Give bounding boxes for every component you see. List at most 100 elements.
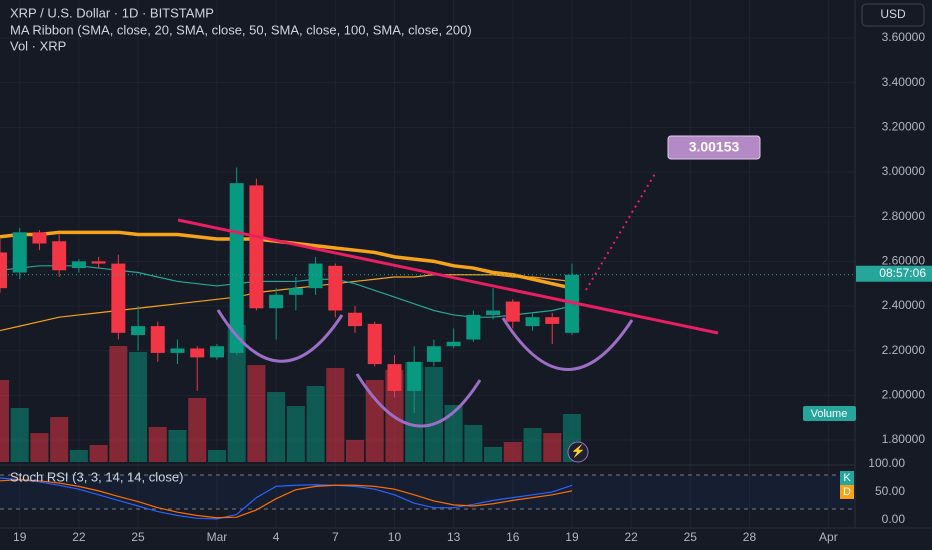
volume-bar: [306, 386, 325, 462]
candle-body: [190, 348, 205, 358]
candle-body: [545, 317, 560, 324]
arc: [216, 309, 344, 363]
title: XRP / U.S. Dollar · 1D · BITSTAMP: [10, 5, 214, 20]
volume-bar: [10, 408, 29, 462]
y-tick-label: 2.40000: [882, 298, 926, 312]
candle-body: [209, 346, 224, 358]
stoch-tick-label: 100.00: [868, 456, 905, 470]
volume-bar: [503, 442, 522, 462]
candle-body: [387, 364, 402, 391]
candle-body: [308, 263, 323, 289]
volume-bar: [267, 392, 286, 462]
stoch-legend-label: K: [843, 472, 851, 484]
arc: [355, 373, 482, 428]
volume-bar: [129, 352, 148, 462]
y-tick-label: 3.00000: [882, 164, 926, 178]
candle-body: [249, 185, 264, 309]
volume-title: Vol · XRP: [10, 38, 66, 53]
y-tick-label: 2.60000: [882, 254, 926, 268]
y-tick-label: 3.20000: [882, 120, 926, 134]
stoch-title: Stoch RSI (3, 3, 14, 14, close): [10, 469, 183, 484]
x-tick-label: 7: [332, 530, 339, 544]
x-tick-label: Apr: [819, 530, 838, 544]
candle-body: [525, 317, 540, 327]
x-tick-label: 13: [447, 530, 461, 544]
stoch-line: [0, 477, 573, 520]
stoch-legend-label: D: [843, 486, 851, 498]
target-box: [667, 135, 761, 160]
candle-body: [328, 265, 343, 311]
y-tick-label: 3.60000: [882, 30, 926, 44]
volume-bar: [365, 380, 384, 462]
icon-glyph: ⚡: [571, 444, 586, 458]
x-tick-label: 25: [131, 530, 145, 544]
y-tick-label: 2.80000: [882, 209, 926, 223]
axes: 1.80000 2.00000 2.20000 2.40000 2.60000 2.800…: [13, 30, 932, 544]
volume-bar: [444, 405, 463, 462]
x-tick-label: 4: [273, 530, 280, 544]
candle-body: [52, 241, 67, 271]
y-tick-label: 1.80000: [882, 432, 926, 446]
volume-bar: [50, 417, 69, 462]
volume-bar: [523, 428, 542, 462]
currency: USD: [880, 7, 906, 21]
volume-bar: [424, 367, 443, 462]
candle-body: [505, 301, 520, 322]
volume-bar: [543, 433, 562, 462]
currency-button[interactable]: [861, 3, 925, 27]
y-tick-label: 2.00000: [882, 388, 926, 402]
candle-body: [111, 263, 126, 333]
x-tick-label: 28: [743, 530, 757, 544]
candle-body: [150, 326, 165, 353]
volume-bar: [227, 325, 246, 462]
candle-body: [486, 310, 501, 315]
volume-bar: [109, 346, 128, 462]
candle-body: [269, 294, 284, 309]
x-tick-label: 19: [13, 530, 27, 544]
volume-bar: [148, 427, 167, 462]
y-tick-label: 2.20000: [882, 343, 926, 357]
x-tick-label: 19: [565, 530, 579, 544]
candle-body: [12, 232, 27, 273]
x-tick-label: Mar: [207, 530, 228, 544]
volume-bar: [168, 430, 187, 462]
candle-body: [229, 183, 244, 353]
volume-bar: [89, 445, 108, 462]
volume-bar: [464, 425, 483, 462]
candle-body: [348, 312, 363, 327]
volume-bar: [484, 447, 503, 462]
candle-body: [288, 288, 303, 295]
subtitle: MA Ribbon (SMA, close, 20, SMA, close, 5…: [10, 22, 472, 37]
candle-body: [407, 361, 422, 391]
candle-body: [367, 323, 382, 365]
icon[interactable]: [567, 441, 589, 463]
y-tick-label: 3.40000: [882, 75, 926, 89]
x-tick-label: 22: [72, 530, 86, 544]
candle-body: [426, 346, 441, 362]
countdown: 08:57:06: [879, 266, 926, 280]
volume-bar: [69, 450, 88, 462]
candle-body: [91, 261, 106, 264]
volume-bar: [247, 365, 266, 462]
stoch-legend-badge: [840, 471, 854, 485]
volume-badge: [803, 406, 856, 421]
candle-body: [170, 348, 185, 353]
countdown-badge: [856, 265, 932, 282]
candle-body: [466, 314, 481, 340]
volume-badge-label: Volume: [811, 408, 848, 420]
volume-bar: [0, 380, 9, 462]
stoch-tick-label: 0.00: [882, 512, 906, 526]
volume-bar: [207, 450, 226, 462]
candle-body: [0, 252, 7, 289]
projection: [585, 171, 657, 291]
target-label: 3.00153: [689, 139, 740, 155]
x-tick-label: 10: [388, 530, 402, 544]
candle-body: [131, 326, 146, 336]
volume-bar: [286, 406, 305, 462]
x-tick-label: 16: [506, 530, 520, 544]
candle-body: [71, 261, 86, 269]
stoch-pane: [0, 477, 573, 520]
trendline: [177, 218, 719, 335]
volume-bar: [326, 368, 345, 462]
